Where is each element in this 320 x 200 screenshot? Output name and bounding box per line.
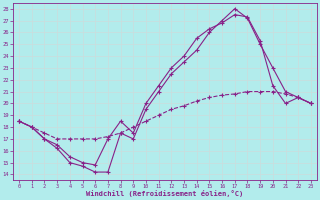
X-axis label: Windchill (Refroidissement éolien,°C): Windchill (Refroidissement éolien,°C) [86, 190, 244, 197]
